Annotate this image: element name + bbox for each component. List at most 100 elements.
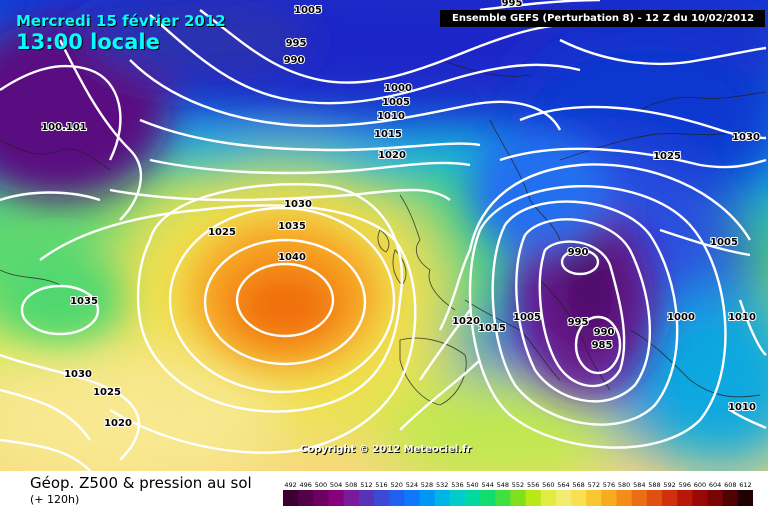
- pressure-label: 1010: [728, 312, 756, 323]
- pressure-label: 1005: [382, 97, 410, 108]
- weather-map: 1005 995 990 995 100.101 1000 1005 1010 …: [0, 0, 768, 471]
- scale-swatch: [662, 490, 678, 506]
- scale-tick-label: 528: [421, 481, 433, 489]
- scale-swatch: [616, 490, 633, 506]
- scale-tick-label: 584: [633, 481, 645, 489]
- scale-tick-label: 532: [436, 481, 448, 489]
- copyright-notice: Copyright © 2012 Meteociel.fr: [300, 444, 472, 455]
- forecast-date: Mercredi 15 février 2012: [16, 12, 226, 30]
- scale-swatch: [464, 490, 481, 506]
- pressure-label: 1015: [374, 129, 402, 140]
- scale-tick-label: 492: [284, 481, 296, 489]
- pressure-label: 995: [286, 38, 307, 49]
- pressure-label: 1030: [64, 369, 92, 380]
- scale-tick-label: 580: [618, 481, 630, 489]
- scale-swatch: [389, 490, 405, 506]
- scale-tick-label: 548: [497, 481, 509, 489]
- scale-tick-label: 600: [694, 481, 706, 489]
- coastlines: [0, 59, 767, 406]
- scale-tick-label: 604: [709, 481, 721, 489]
- scale-tick-label: 556: [527, 481, 539, 489]
- scale-swatch: [358, 490, 375, 506]
- pressure-label: 990: [594, 327, 615, 338]
- scale-tick-label: 500: [315, 481, 327, 489]
- pressure-label: 1005: [710, 237, 738, 248]
- scale-swatch: [692, 490, 709, 506]
- scale-tick-label: 524: [406, 481, 418, 489]
- pressure-label: 1020: [378, 150, 406, 161]
- scale-tick-label: 572: [588, 481, 600, 489]
- scale-swatch: [449, 490, 466, 506]
- pressure-label: 1030: [732, 132, 760, 143]
- scale-tick-label: 560: [542, 481, 554, 489]
- scale-tick-label: 568: [572, 481, 584, 489]
- scale-swatch: [343, 490, 360, 506]
- legend-subtitle: (+ 120h): [30, 493, 80, 506]
- pressure-label: 1025: [208, 227, 236, 238]
- scale-swatch: [480, 490, 496, 506]
- scale-tick-label: 592: [663, 481, 675, 489]
- scale-tick-label: 520: [390, 481, 402, 489]
- scale-tick-label: 544: [481, 481, 493, 489]
- scale-swatch: [510, 490, 527, 506]
- scale-swatch: [374, 490, 390, 506]
- legend-title: Géop. Z500 & pression au sol: [30, 474, 252, 492]
- pressure-label: 1010: [377, 111, 405, 122]
- pressure-label: 1025: [653, 151, 681, 162]
- scale-swatch: [707, 490, 724, 506]
- run-info-banner: Ensemble GEFS (Perturbation 8) - 12 Z du…: [440, 10, 765, 27]
- pressure-label: 990: [284, 55, 305, 66]
- pressure-label: 1035: [278, 221, 306, 232]
- scale-swatch: [404, 490, 420, 506]
- pressure-label: 1015: [478, 323, 506, 334]
- pressure-label: 985: [592, 340, 613, 351]
- scale-tick-label: 612: [739, 481, 751, 489]
- scale-tick-label: 588: [648, 481, 660, 489]
- color-scale: 492 496 500 504 508 512 516 520 524 528 532 536 540 5…: [283, 478, 754, 508]
- geopotential-field: [0, 0, 768, 471]
- scale-swatch: [328, 490, 345, 506]
- isobars: [0, 0, 766, 471]
- pressure-label: 1025: [93, 387, 121, 398]
- scale-tick-label: 516: [375, 481, 387, 489]
- scale-swatch: [571, 490, 587, 506]
- scale-tick-label: 504: [330, 481, 342, 489]
- pressure-label: 1030: [284, 199, 312, 210]
- pressure-label: 1020: [104, 418, 132, 429]
- scale-tick-label: 564: [557, 481, 569, 489]
- pressure-label: 1000: [667, 312, 695, 323]
- scale-swatch: [555, 490, 572, 506]
- scale-swatch: [298, 490, 314, 506]
- scale-swatch: [737, 490, 754, 506]
- scale-swatch: [525, 490, 542, 506]
- scale-swatch: [495, 490, 511, 506]
- scale-swatch: [540, 490, 557, 506]
- scale-tick-label: 540: [466, 481, 478, 489]
- scale-swatch: [601, 490, 618, 506]
- scale-swatch: [722, 490, 739, 506]
- pressure-label: 100.101: [41, 122, 87, 133]
- pressure-label: 990: [568, 247, 589, 258]
- pressure-label: 1020: [452, 316, 480, 327]
- pressure-label: 1040: [278, 252, 306, 263]
- scale-swatch: [419, 490, 436, 506]
- scale-swatch: [586, 490, 602, 506]
- pressure-label: 1035: [70, 296, 98, 307]
- scale-swatch: [434, 490, 451, 506]
- scale-tick-label: 512: [360, 481, 372, 489]
- scale-tick-label: 596: [679, 481, 691, 489]
- pressure-label: 1005: [513, 312, 541, 323]
- forecast-time: 13:00 locale: [16, 30, 160, 54]
- scale-tick-label: 536: [451, 481, 463, 489]
- scale-tick-label: 508: [345, 481, 357, 489]
- pressure-label: 1000: [384, 83, 412, 94]
- pressure-label: 1010: [728, 402, 756, 413]
- pressure-label: 995: [568, 317, 589, 328]
- scale-swatch: [283, 490, 299, 506]
- scale-tick-label: 576: [603, 481, 615, 489]
- scale-tick-label: 608: [724, 481, 736, 489]
- pressure-label: 995: [502, 0, 523, 9]
- pressure-labels: 1005 995 990 995 100.101 1000 1005 1010 …: [40, 0, 761, 430]
- scale-swatch: [646, 490, 663, 506]
- scale-swatch: [631, 490, 648, 506]
